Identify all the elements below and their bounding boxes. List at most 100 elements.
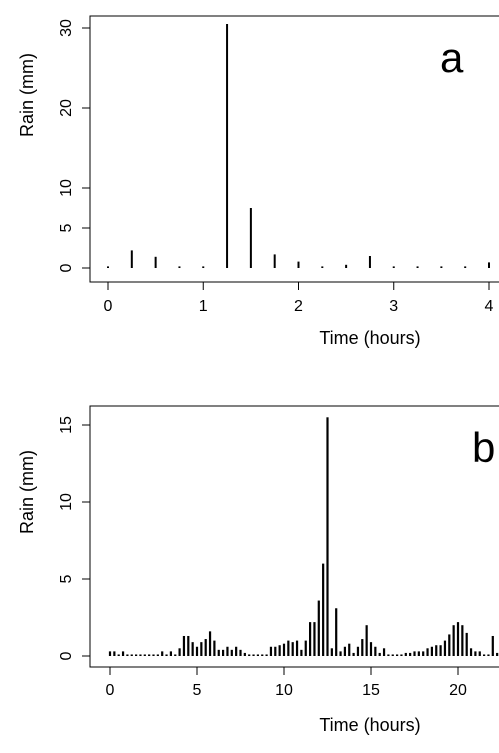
- chart-b-bar: [269, 646, 273, 656]
- chart-b-bar: [200, 642, 203, 656]
- chart-b-bar: [230, 649, 233, 656]
- chart-b-x-tick-label: 20: [449, 682, 467, 699]
- chart-a-x-tick-label: 4: [485, 298, 494, 315]
- chart-b-bar: [496, 652, 499, 656]
- chart-b-bar: [208, 631, 212, 656]
- chart-b-bar: [352, 652, 355, 656]
- chart-b-bar: [478, 651, 481, 656]
- chart-b-bar: [487, 654, 490, 656]
- chart-b-bar: [300, 649, 303, 656]
- chart-b-panel-label: b: [472, 424, 495, 471]
- chart-b-y-tick-label: 5: [58, 574, 75, 583]
- chart-b-bar: [126, 654, 129, 656]
- chart-b-bar: [187, 635, 190, 656]
- chart-b-bar: [304, 640, 307, 656]
- chart-b-bar: [108, 651, 112, 656]
- chart-b-bar: [243, 652, 246, 656]
- chart-b-bar: [143, 654, 146, 656]
- chart-b-bar: [287, 640, 290, 656]
- chart-b-bar: [448, 634, 451, 656]
- chart-b-bar: [191, 642, 194, 656]
- chart-a-x-tick-label: 1: [199, 298, 208, 315]
- chart-b-bar: [343, 646, 346, 656]
- chart-a-bar: [345, 264, 348, 268]
- chart-b-bar: [469, 648, 473, 656]
- chart-b-bar: [282, 643, 286, 656]
- chart-b-bar: [156, 654, 159, 656]
- chart-b-bar: [213, 640, 216, 656]
- chart-b-bar: [256, 654, 259, 656]
- chart-b-bar: [483, 654, 486, 656]
- chart-b-bar: [121, 651, 125, 656]
- chart-b-bar: [204, 639, 207, 656]
- chart-a-frame: [89, 15, 499, 283]
- chart-a-panel-label: a: [440, 34, 464, 81]
- chart-b-x-axis-title: Time (hours): [319, 715, 420, 735]
- chart-a-bar: [321, 266, 324, 268]
- chart-a-y-tick-label: 10: [58, 179, 75, 197]
- chart-b-y-tick-label: 15: [58, 416, 75, 434]
- chart-b-y-tick-label: 10: [58, 493, 75, 511]
- chart-b-bar: [178, 648, 181, 656]
- chart-a-x-tick-label: 0: [104, 298, 113, 315]
- chart-a-bar: [464, 266, 467, 268]
- chart-b-bar: [217, 649, 220, 656]
- chart-b-bar: [322, 563, 325, 656]
- chart-b-bar: [422, 651, 425, 656]
- chart-b-frame: [89, 405, 499, 668]
- chart-b-bar: [456, 622, 460, 656]
- chart-a-bar: [273, 254, 276, 268]
- chart-b-bar: [326, 417, 329, 656]
- chart-b-bar: [113, 651, 116, 656]
- chart-b-bar: [274, 646, 277, 656]
- chart-a-bar: [488, 262, 490, 268]
- chart-b-bar: [252, 654, 255, 656]
- chart-a-x-tick-label: 2: [294, 298, 303, 315]
- chart-b-x-tick-label: 0: [106, 682, 115, 699]
- chart-b-bar: [222, 649, 225, 656]
- chart-b-bar: [261, 654, 264, 656]
- chart-b-bar: [161, 651, 164, 656]
- chart-b-x-tick-label: 15: [362, 682, 380, 699]
- chart-a-y-tick-label: 5: [58, 223, 75, 232]
- chart-b-bar: [474, 651, 477, 656]
- chart-a-bar: [202, 266, 205, 268]
- chart-b-bar: [135, 654, 138, 656]
- chart-b-bar: [235, 646, 238, 656]
- chart-b-bar: [248, 654, 251, 656]
- chart-b-y-tick-label: 0: [58, 651, 75, 660]
- chart-a-x-axis-title: Time (hours): [319, 328, 420, 348]
- chart-b-bar: [430, 646, 433, 656]
- chart-b-bar: [369, 642, 373, 656]
- chart-b-bar: [378, 652, 381, 656]
- chart-b-bar: [317, 600, 320, 656]
- chart-b-bar: [382, 648, 386, 656]
- chart-b-bar: [387, 654, 390, 656]
- chart-b-bar: [148, 654, 151, 656]
- chart-b-bar: [309, 622, 312, 656]
- chart-b-bar: [174, 654, 177, 656]
- chart-a-y-tick-label: 0: [58, 263, 75, 272]
- chart-b-bar: [413, 651, 416, 656]
- chart-b-bar: [365, 625, 368, 656]
- chart-b-bar: [400, 654, 403, 656]
- chart-b-bar: [226, 646, 229, 656]
- chart-a-x-tick-label: 3: [389, 298, 398, 315]
- chart-b-bar: [461, 625, 464, 656]
- chart-b-bar: [165, 654, 168, 656]
- chart-b-bar: [435, 645, 438, 656]
- chart-a-bar: [416, 266, 419, 268]
- chart-b-bar: [465, 632, 468, 656]
- chart-a-bar: [368, 256, 371, 268]
- chart-a-y-axis-title: Rain (mm): [17, 53, 37, 137]
- chart-b-bar: [409, 652, 412, 656]
- chart-b-bar: [117, 654, 120, 656]
- chart-b-bar: [239, 649, 242, 656]
- chart-b-bar: [417, 651, 420, 656]
- chart-b-bar: [439, 645, 442, 656]
- chart-b-bar: [348, 643, 351, 656]
- chart-b-bar: [152, 654, 155, 656]
- chart-b-bar: [396, 654, 399, 656]
- chart-a-bar: [440, 266, 443, 268]
